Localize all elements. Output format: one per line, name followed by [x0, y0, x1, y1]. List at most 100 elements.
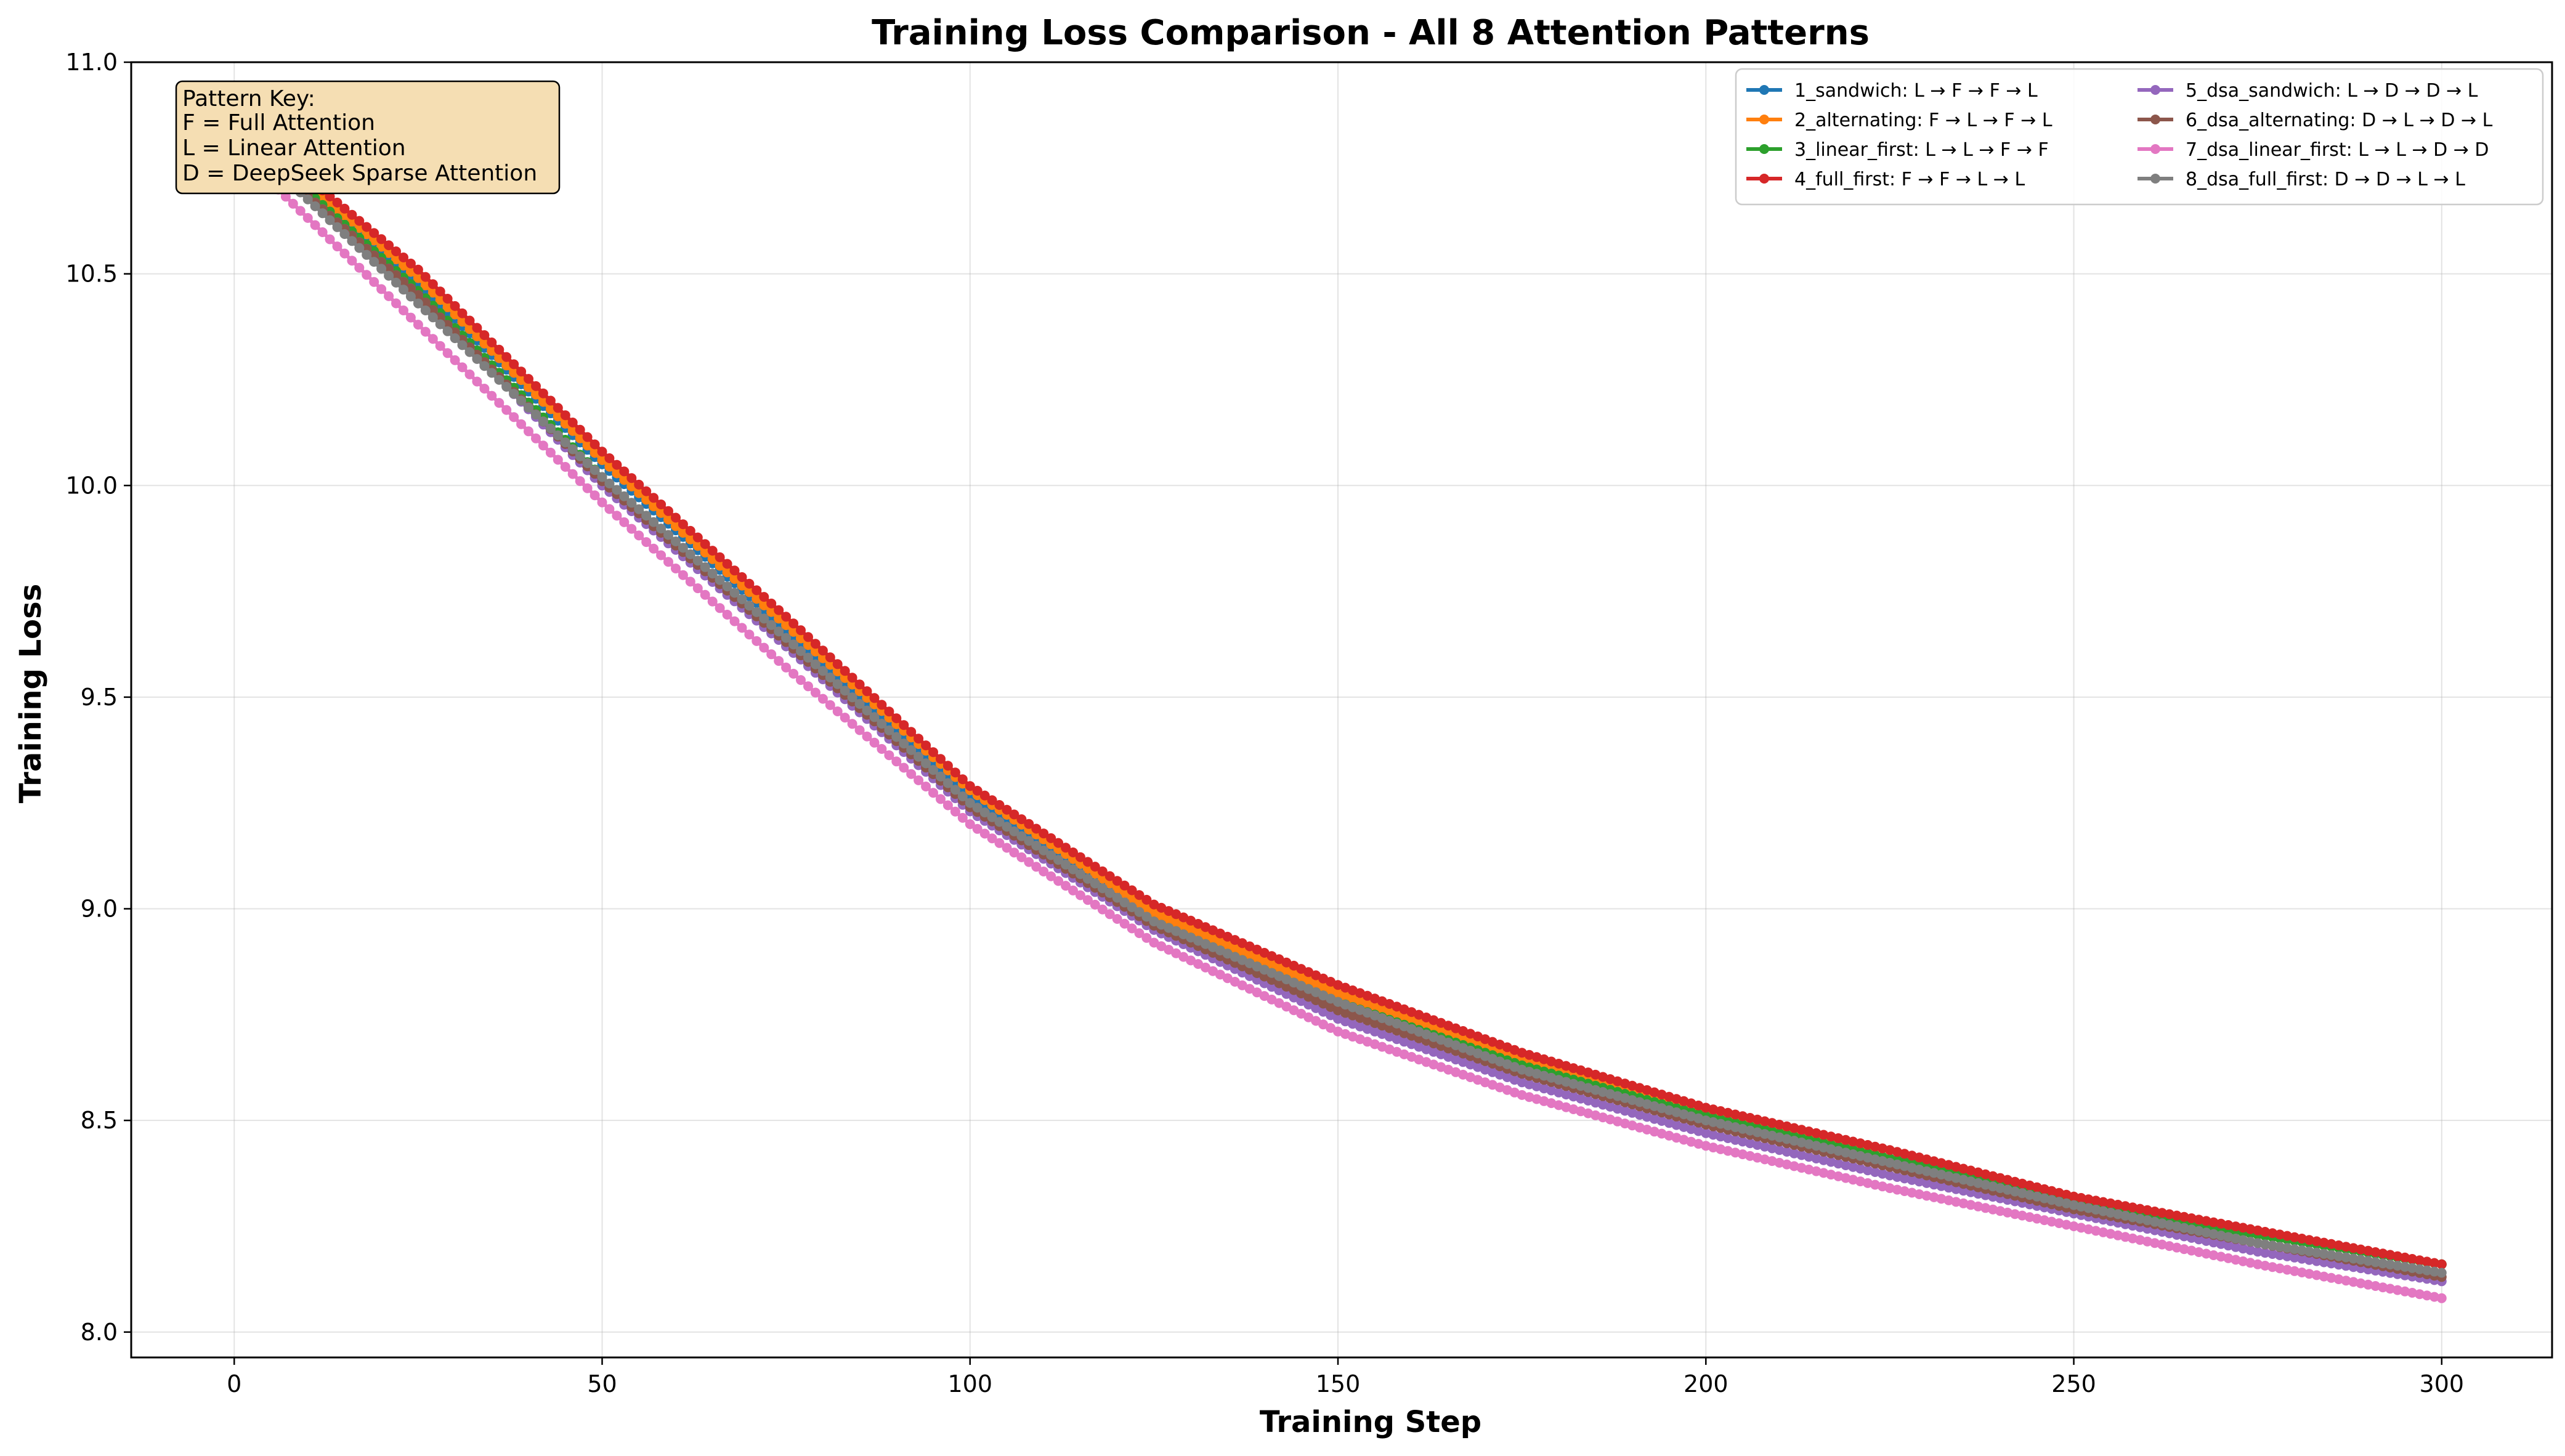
data-point	[1326, 1010, 1336, 1021]
data-point	[590, 439, 600, 450]
data-point	[774, 626, 784, 637]
data-point	[744, 578, 755, 589]
data-point	[2135, 1235, 2146, 1245]
data-point	[1274, 998, 1284, 1008]
data-point	[1995, 1183, 2006, 1194]
data-point	[1546, 1085, 1557, 1096]
data-point	[487, 338, 497, 347]
x-tick-label: 200	[1684, 1370, 1728, 1397]
data-point	[928, 788, 938, 798]
data-point	[1082, 857, 1093, 867]
data-point	[840, 686, 850, 696]
data-point	[399, 253, 408, 262]
data-point	[2179, 1244, 2189, 1255]
data-point	[1127, 902, 1137, 912]
data-point	[2142, 1205, 2152, 1215]
data-point	[928, 747, 938, 758]
data-point	[987, 795, 997, 806]
data-point	[1693, 1100, 1704, 1110]
data-point	[472, 331, 482, 342]
data-point	[604, 461, 615, 472]
data-point	[1178, 912, 1189, 923]
data-point	[1443, 1052, 1454, 1062]
data-point	[2061, 1219, 2072, 1230]
data-point	[516, 419, 527, 429]
data-point	[2223, 1240, 2234, 1251]
data-point	[1524, 1067, 1534, 1077]
data-point	[619, 466, 630, 477]
data-point	[1966, 1176, 1976, 1187]
data-point	[1936, 1194, 1947, 1204]
data-point	[2260, 1227, 2271, 1237]
data-point	[685, 534, 695, 544]
data-point	[2201, 1227, 2211, 1238]
data-point	[2393, 1251, 2403, 1261]
data-point	[715, 575, 725, 585]
data-point	[538, 388, 548, 398]
data-point	[1951, 1184, 1961, 1194]
data-point	[1186, 955, 1196, 966]
data-point	[405, 312, 416, 323]
data-point	[1804, 1164, 1814, 1175]
x-tick-label: 250	[2051, 1370, 2096, 1397]
data-point	[766, 598, 777, 609]
data-point	[590, 448, 600, 458]
data-point	[1075, 890, 1085, 900]
data-point	[1671, 1120, 1682, 1130]
data-point	[369, 277, 379, 287]
data-point	[1590, 1098, 1601, 1108]
data-point	[1090, 862, 1100, 872]
legend-swatch-marker	[2150, 115, 2160, 124]
data-point	[1708, 1130, 1719, 1140]
data-point	[781, 633, 792, 643]
data-point	[501, 405, 512, 415]
data-point	[1796, 1137, 1807, 1147]
data-point	[2429, 1266, 2439, 1277]
data-point	[1127, 893, 1137, 904]
data-point	[1730, 1147, 1741, 1158]
data-point	[1443, 1021, 1454, 1031]
data-point	[2046, 1186, 2057, 1196]
data-point	[2304, 1246, 2314, 1256]
data-point	[2150, 1238, 2160, 1248]
data-point	[450, 333, 460, 344]
data-point	[1289, 992, 1299, 1003]
data-point	[781, 620, 792, 630]
data-point	[2216, 1218, 2226, 1229]
data-point	[1318, 998, 1329, 1009]
data-point	[509, 412, 519, 423]
data-point	[1016, 831, 1027, 841]
data-point	[1730, 1134, 1741, 1145]
data-point	[1053, 876, 1064, 886]
data-point	[1745, 1151, 1755, 1161]
data-point	[1936, 1170, 1947, 1180]
data-point	[2253, 1225, 2263, 1236]
data-point	[1075, 869, 1085, 880]
data-point	[560, 437, 570, 448]
data-point	[487, 368, 497, 378]
data-point	[1134, 928, 1145, 939]
data-point	[884, 725, 894, 735]
data-point	[1237, 980, 1247, 990]
data-point	[1752, 1114, 1762, 1125]
data-point	[752, 607, 762, 617]
data-point	[428, 288, 438, 298]
data-point	[1855, 1176, 1866, 1187]
data-point	[788, 618, 799, 629]
data-point	[362, 222, 372, 232]
data-point	[2171, 1221, 2182, 1232]
data-point	[869, 693, 880, 703]
data-point	[1892, 1172, 1902, 1182]
data-point	[626, 473, 637, 483]
data-point	[1186, 924, 1196, 934]
data-point	[774, 605, 784, 615]
data-point	[2194, 1247, 2204, 1257]
data-point	[847, 673, 857, 683]
data-point	[1252, 944, 1262, 955]
data-point	[1414, 1027, 1424, 1037]
data-point	[2032, 1213, 2042, 1224]
data-point	[2083, 1194, 2094, 1205]
data-point	[590, 490, 600, 501]
data-point	[2069, 1221, 2079, 1231]
data-point	[531, 381, 541, 391]
